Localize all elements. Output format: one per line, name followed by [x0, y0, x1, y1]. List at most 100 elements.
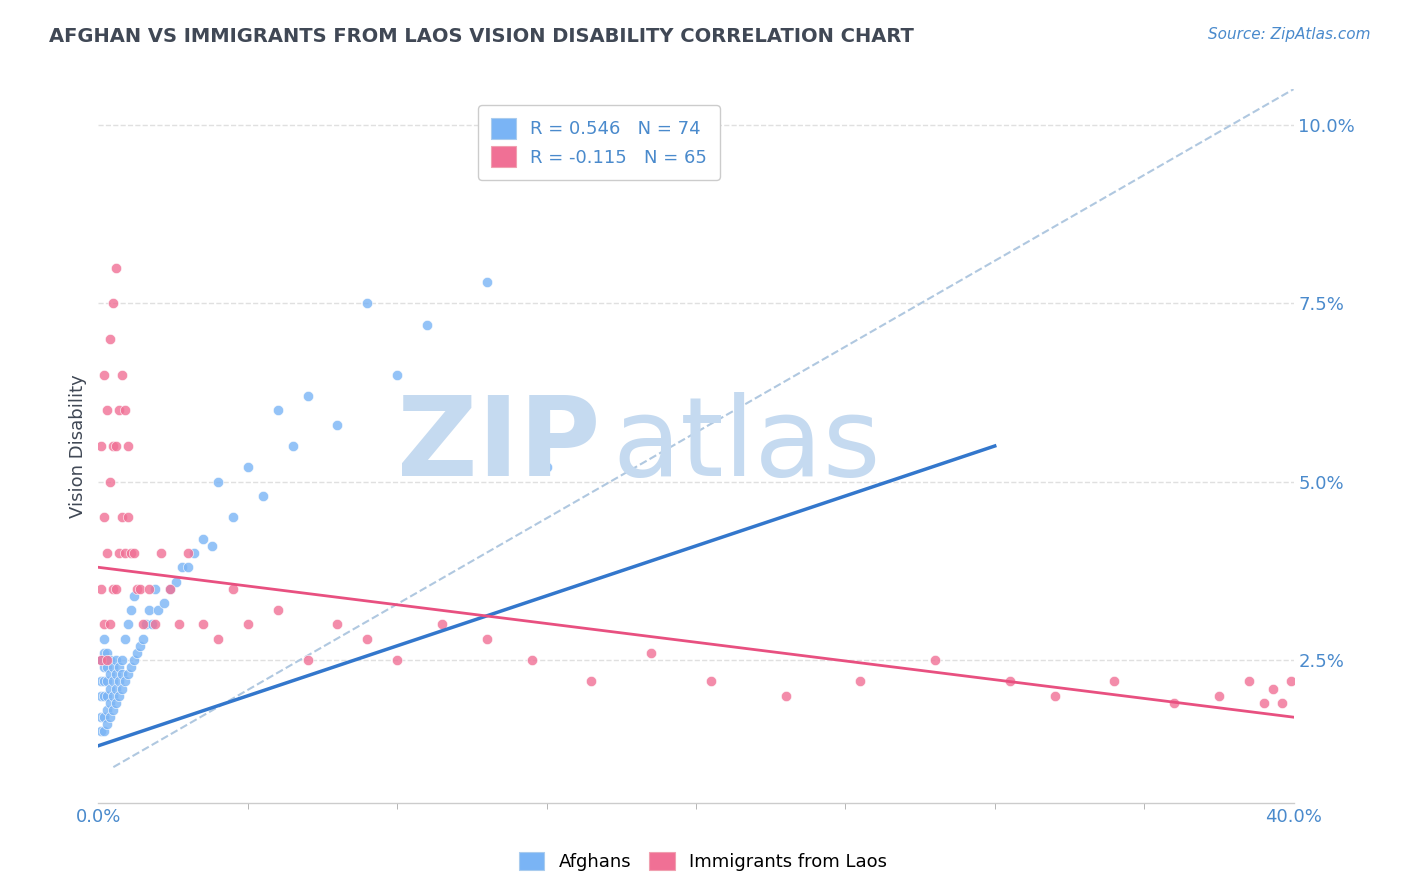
Point	[124, 589, 146, 603]
Point	[177, 560, 200, 574]
Point	[93, 724, 115, 739]
Point	[108, 689, 131, 703]
Point	[207, 475, 229, 489]
Point	[183, 546, 205, 560]
Point	[90, 710, 112, 724]
Point	[236, 617, 259, 632]
Point	[148, 603, 170, 617]
Point	[90, 653, 112, 667]
Point	[120, 660, 142, 674]
Point	[105, 439, 128, 453]
Point	[150, 546, 173, 560]
Point	[120, 603, 142, 617]
Point	[172, 560, 194, 574]
Point	[124, 546, 146, 560]
Point	[98, 332, 122, 346]
Point	[207, 632, 229, 646]
Point	[117, 667, 139, 681]
Point	[96, 646, 118, 660]
Point	[108, 674, 131, 689]
Point	[105, 653, 128, 667]
Point	[103, 439, 125, 453]
Point	[114, 403, 136, 417]
Point	[849, 674, 872, 689]
Point	[105, 260, 128, 275]
Point	[281, 439, 304, 453]
Point	[105, 696, 128, 710]
Point	[129, 582, 152, 596]
Point	[111, 667, 134, 681]
Point	[108, 403, 131, 417]
Point	[297, 653, 319, 667]
Point	[191, 532, 214, 546]
Legend: R = 0.546   N = 74, R = -0.115   N = 65: R = 0.546 N = 74, R = -0.115 N = 65	[478, 105, 720, 179]
Point	[1208, 689, 1230, 703]
Text: atlas: atlas	[613, 392, 880, 500]
Point	[129, 639, 152, 653]
Point	[924, 653, 946, 667]
Point	[138, 582, 160, 596]
Point	[127, 582, 149, 596]
Point	[1163, 696, 1185, 710]
Point	[105, 582, 128, 596]
Point	[105, 681, 128, 696]
Point	[153, 596, 176, 610]
Point	[103, 703, 125, 717]
Point	[356, 632, 378, 646]
Point	[96, 674, 118, 689]
Point	[267, 603, 290, 617]
Point	[159, 582, 181, 596]
Point	[117, 510, 139, 524]
Point	[93, 510, 115, 524]
Point	[475, 632, 498, 646]
Point	[700, 674, 723, 689]
Point	[98, 696, 122, 710]
Legend: Afghans, Immigrants from Laos: Afghans, Immigrants from Laos	[512, 845, 894, 879]
Point	[90, 689, 112, 703]
Point	[252, 489, 274, 503]
Point	[103, 689, 125, 703]
Point	[177, 546, 200, 560]
Point	[132, 617, 155, 632]
Point	[326, 617, 349, 632]
Point	[103, 296, 125, 310]
Point	[108, 546, 131, 560]
Point	[111, 653, 134, 667]
Point	[222, 582, 245, 596]
Point	[90, 582, 112, 596]
Point	[96, 689, 118, 703]
Point	[98, 617, 122, 632]
Point	[96, 660, 118, 674]
Point	[297, 389, 319, 403]
Point	[998, 674, 1021, 689]
Point	[536, 460, 558, 475]
Point	[775, 689, 797, 703]
Point	[132, 632, 155, 646]
Point	[143, 617, 166, 632]
Point	[98, 681, 122, 696]
Point	[93, 674, 115, 689]
Point	[267, 403, 290, 417]
Text: Source: ZipAtlas.com: Source: ZipAtlas.com	[1208, 27, 1371, 42]
Point	[93, 660, 115, 674]
Point	[640, 646, 662, 660]
Point	[114, 632, 136, 646]
Point	[1043, 689, 1066, 703]
Point	[96, 717, 118, 731]
Point	[141, 617, 163, 632]
Point	[108, 660, 131, 674]
Point	[93, 368, 115, 382]
Point	[96, 703, 118, 717]
Point	[93, 617, 115, 632]
Point	[236, 460, 259, 475]
Point	[124, 653, 146, 667]
Point	[117, 439, 139, 453]
Point	[356, 296, 378, 310]
Point	[93, 632, 115, 646]
Point	[135, 617, 157, 632]
Point	[98, 475, 122, 489]
Point	[105, 667, 128, 681]
Point	[138, 603, 160, 617]
Text: AFGHAN VS IMMIGRANTS FROM LAOS VISION DISABILITY CORRELATION CHART: AFGHAN VS IMMIGRANTS FROM LAOS VISION DI…	[49, 27, 914, 45]
Point	[120, 546, 142, 560]
